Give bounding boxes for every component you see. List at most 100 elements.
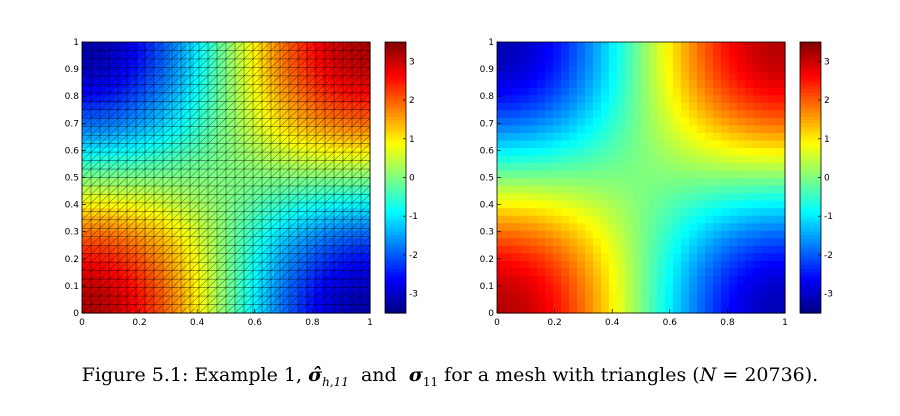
heatmap-cell <box>282 275 291 284</box>
heatmap-cell <box>306 245 315 254</box>
heatmap-cell <box>154 207 163 216</box>
heatmap-cell <box>250 290 259 299</box>
heatmap-cell <box>705 154 714 164</box>
heatmap-cell <box>673 147 682 156</box>
heatmap-cell <box>258 185 267 194</box>
heatmap-cell <box>354 117 363 126</box>
heatmap-cell <box>258 245 267 254</box>
heatmap-cell <box>162 177 171 186</box>
heatmap-cell <box>186 64 195 73</box>
heatmap-cell <box>641 297 650 307</box>
heatmap-cell <box>537 49 546 58</box>
colorbar-segment <box>800 309 821 314</box>
colorbar-segment <box>800 96 821 101</box>
heatmap-cell <box>737 147 746 156</box>
heatmap-cell <box>545 102 554 111</box>
heatmap-cell <box>274 215 283 224</box>
heatmap-cell <box>106 87 115 96</box>
heatmap-cell <box>593 177 602 186</box>
heatmap-cell <box>98 275 107 284</box>
heatmap-cell <box>681 42 690 51</box>
heatmap-cell <box>569 215 578 224</box>
heatmap-cell <box>721 185 730 194</box>
heatmap-cell <box>729 237 738 246</box>
heatmap-cell <box>705 185 714 194</box>
heatmap-cell <box>322 245 331 254</box>
heatmap-cell <box>330 49 339 58</box>
heatmap-cell <box>218 169 227 179</box>
heatmap-cell <box>154 154 163 164</box>
heatmap-cell <box>689 290 698 299</box>
heatmap-cell <box>633 290 642 299</box>
heatmap-cell <box>609 139 618 148</box>
heatmap-cell <box>697 215 706 224</box>
heatmap-cell <box>761 290 770 299</box>
heatmap-cell <box>186 154 195 164</box>
heatmap-cell <box>194 267 203 276</box>
heatmap-cell <box>298 102 307 111</box>
heatmap-cell <box>194 297 203 307</box>
heatmap-cell <box>585 297 594 307</box>
heatmap-cell <box>354 94 363 103</box>
heatmap-cell <box>362 102 371 111</box>
heatmap-cell <box>154 282 163 292</box>
heatmap-cell <box>577 139 586 148</box>
colorbar-segment <box>385 245 406 250</box>
heatmap-cell <box>681 109 690 118</box>
heatmap-cell <box>346 275 355 284</box>
colorbar-segment <box>385 45 406 50</box>
heatmap-cell <box>673 72 682 81</box>
heatmap-cell <box>114 290 123 299</box>
heatmap-cell <box>122 132 131 141</box>
heatmap-cell <box>617 117 626 126</box>
caption-n-value: = 20736). <box>716 364 819 386</box>
heatmap-cell <box>545 305 554 314</box>
heatmap-cell <box>306 252 315 261</box>
heatmap-cell <box>641 207 650 216</box>
heatmap-cell <box>362 282 371 292</box>
heatmap-cell <box>777 49 786 58</box>
heatmap-cell <box>322 132 331 141</box>
heatmap-cell <box>537 169 546 179</box>
heatmap-cell <box>146 267 155 276</box>
heatmap-cell <box>553 275 562 284</box>
colorbar-tick-label: 3 <box>409 57 415 67</box>
heatmap-cell <box>314 79 323 88</box>
heatmap-cell <box>250 154 259 164</box>
heatmap-cell <box>617 162 626 171</box>
heatmap-cell <box>601 207 610 216</box>
heatmap-cell <box>186 297 195 307</box>
heatmap-cell <box>721 200 730 209</box>
heatmap-cell <box>170 139 179 148</box>
heatmap-cell <box>282 132 291 141</box>
heatmap-cell <box>202 200 211 209</box>
heatmap-cell <box>306 124 315 133</box>
heatmap-cell <box>641 260 650 269</box>
heatmap-cell <box>138 169 147 179</box>
heatmap-cell <box>721 215 730 224</box>
heatmap-cell <box>138 237 147 246</box>
heatmap-cell <box>330 305 339 314</box>
heatmap-cell <box>769 49 778 58</box>
heatmap-cell <box>721 252 730 261</box>
heatmap-cell <box>537 252 546 261</box>
heatmap-cell <box>306 185 315 194</box>
heatmap-cell <box>529 282 538 292</box>
heatmap-cell <box>665 87 674 96</box>
heatmap-cell <box>122 192 131 201</box>
colorbar-segment <box>385 55 406 60</box>
heatmap-cell <box>122 162 131 171</box>
heatmap-cell <box>314 147 323 156</box>
heatmap-cell <box>593 192 602 201</box>
heatmap-cell <box>218 215 227 224</box>
heatmap-cell <box>553 117 562 126</box>
heatmap-cell <box>625 275 634 284</box>
heatmap-cell <box>657 260 666 269</box>
heatmap-cell <box>585 117 594 126</box>
colorbar-tick-label: -3 <box>824 290 833 300</box>
heatmap-cell <box>649 245 658 254</box>
heatmap-cell <box>641 192 650 201</box>
heatmap-cell <box>689 275 698 284</box>
colorbar-segment <box>385 252 406 257</box>
heatmap-cell <box>665 275 674 284</box>
